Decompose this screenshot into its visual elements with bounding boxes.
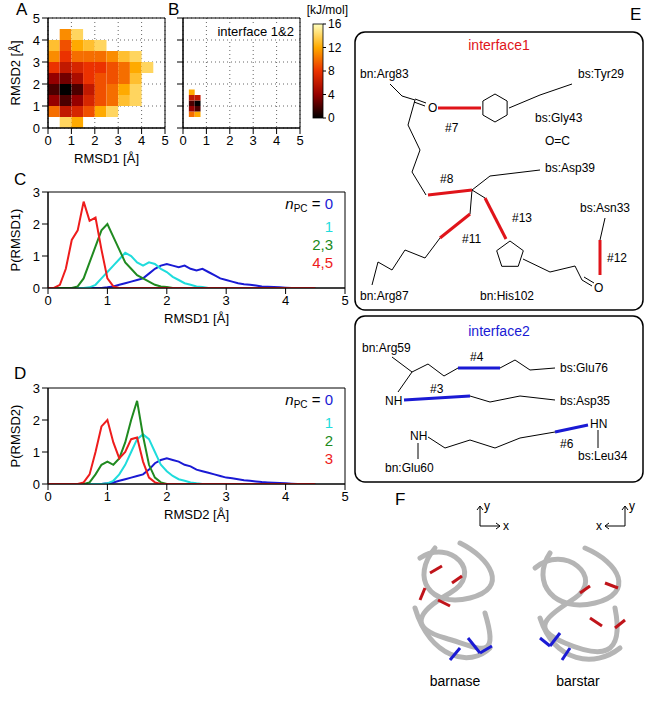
- svg-text:bs:Asp39: bs:Asp39: [545, 161, 595, 175]
- svg-text:2: 2: [33, 77, 40, 92]
- svg-text:0: 0: [328, 111, 335, 125]
- html-text:2: 2: [324, 432, 333, 449]
- svg-text:16: 16: [328, 17, 342, 31]
- html-text:3: 3: [324, 450, 333, 467]
- svg-text:4: 4: [282, 489, 289, 504]
- svg-text:4: 4: [282, 293, 289, 308]
- svg-text:4: 4: [273, 133, 280, 148]
- svg-text:0: 0: [44, 489, 51, 504]
- svg-text:5: 5: [33, 11, 40, 26]
- html-text:C: C: [14, 170, 27, 189]
- svg-text:#13: #13: [512, 211, 532, 225]
- svg-text:interface2: interface2: [468, 323, 530, 339]
- svg-text:bn:Arg59: bn:Arg59: [362, 341, 411, 355]
- svg-text:1: 1: [33, 99, 40, 114]
- svg-text:E: E: [630, 5, 641, 24]
- svg-text:y: y: [629, 499, 635, 513]
- html-text:nPC= 0: nPC= 0: [285, 391, 333, 410]
- svg-text:3: 3: [223, 293, 230, 308]
- svg-text:bn:Arg83: bn:Arg83: [360, 67, 409, 81]
- svg-text:3: 3: [33, 381, 40, 396]
- svg-text:1: 1: [104, 293, 111, 308]
- svg-text:3: 3: [223, 489, 230, 504]
- svg-text:1: 1: [33, 445, 40, 460]
- svg-text:4: 4: [328, 88, 335, 102]
- svg-text:bn:Arg87: bn:Arg87: [360, 289, 409, 303]
- svg-text:bn:His102: bn:His102: [480, 289, 534, 303]
- svg-text:O: O: [428, 101, 437, 115]
- html-text:1: 1: [324, 414, 333, 431]
- svg-text:1: 1: [68, 133, 75, 148]
- svg-text:[kJ/mol]: [kJ/mol]: [307, 3, 348, 17]
- svg-text:bs:Glu76: bs:Glu76: [560, 361, 608, 375]
- svg-text:2: 2: [163, 293, 170, 308]
- svg-text:2: 2: [33, 413, 40, 428]
- svg-text:NH: NH: [385, 394, 402, 408]
- html-text:nPC= 0: nPC= 0: [285, 195, 333, 214]
- svg-text:0: 0: [33, 121, 40, 136]
- html-text:P(RMSD1): P(RMSD1): [7, 208, 23, 272]
- svg-text:barnase: barnase: [430, 673, 481, 689]
- svg-text:12: 12: [328, 41, 342, 55]
- svg-text:#3: #3: [430, 382, 444, 396]
- svg-text:0: 0: [33, 477, 40, 492]
- svg-text:#6: #6: [560, 437, 574, 451]
- svg-text:#7: #7: [445, 121, 459, 135]
- svg-text:2: 2: [91, 133, 98, 148]
- svg-text:2: 2: [226, 133, 233, 148]
- svg-text:bs:Tyr29: bs:Tyr29: [578, 67, 624, 81]
- svg-text:0: 0: [44, 293, 51, 308]
- svg-text:0: 0: [33, 281, 40, 296]
- svg-text:barstar: barstar: [556, 673, 600, 689]
- svg-text:8: 8: [328, 64, 335, 78]
- html-text:P(RMSD2): P(RMSD2): [7, 404, 23, 468]
- svg-text:3: 3: [33, 55, 40, 70]
- svg-text:bs:Asn33: bs:Asn33: [580, 201, 630, 215]
- svg-text:bs:Asp35: bs:Asp35: [560, 394, 610, 408]
- html-text:A: A: [16, 0, 28, 19]
- svg-text:#11: #11: [462, 232, 481, 246]
- svg-text:#12: #12: [607, 251, 627, 265]
- svg-text:#4: #4: [470, 350, 484, 364]
- html-text:RMSD1 [Å]: RMSD1 [Å]: [164, 311, 229, 326]
- svg-text:1: 1: [104, 489, 111, 504]
- svg-text:5: 5: [341, 293, 348, 308]
- svg-text:HN: HN: [590, 417, 607, 431]
- svg-text:#8: #8: [440, 172, 454, 186]
- html-text:interface 1&2: interface 1&2: [217, 24, 294, 39]
- html-text:D: D: [14, 364, 27, 383]
- svg-text:x: x: [503, 519, 509, 533]
- svg-text:1: 1: [33, 249, 40, 264]
- svg-text:3: 3: [33, 185, 40, 200]
- svg-text:3: 3: [250, 133, 257, 148]
- svg-text:5: 5: [341, 489, 348, 504]
- svg-text:y: y: [484, 499, 490, 513]
- svg-text:0: 0: [44, 133, 51, 148]
- html-text:B: B: [168, 0, 180, 19]
- svg-text:4: 4: [33, 33, 40, 48]
- svg-text:4: 4: [138, 133, 145, 148]
- html-text:RMSD2 [Å]: RMSD2 [Å]: [7, 40, 23, 106]
- svg-text:5: 5: [161, 133, 168, 148]
- html-text:2,3: 2,3: [312, 236, 333, 253]
- svg-text:NH: NH: [410, 429, 427, 443]
- svg-text:x: x: [596, 519, 602, 533]
- svg-text:1: 1: [203, 133, 210, 148]
- svg-text:O: O: [594, 281, 603, 295]
- html-text:4,5: 4,5: [312, 254, 333, 271]
- svg-text:2: 2: [163, 489, 170, 504]
- svg-text:bn:Glu60: bn:Glu60: [385, 461, 434, 475]
- svg-text:2: 2: [33, 217, 40, 232]
- svg-text:5: 5: [296, 133, 303, 148]
- html-text:RMSD1 [Å]: RMSD1 [Å]: [74, 151, 139, 166]
- svg-text:F: F: [395, 490, 405, 509]
- svg-text:bs:Leu34: bs:Leu34: [578, 449, 628, 463]
- svg-text:bs:Gly43: bs:Gly43: [535, 111, 583, 125]
- svg-text:O=C: O=C: [545, 134, 570, 148]
- svg-text:interface1: interface1: [468, 37, 530, 53]
- svg-text:3: 3: [115, 133, 122, 148]
- html-text:RMSD2 [Å]: RMSD2 [Å]: [164, 507, 229, 522]
- svg-text:0: 0: [179, 133, 186, 148]
- html-text:1: 1: [324, 218, 333, 235]
